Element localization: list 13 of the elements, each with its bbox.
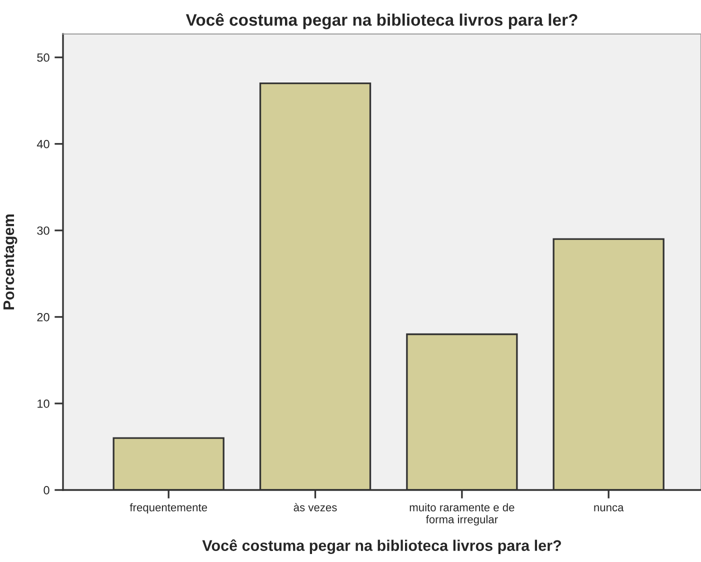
x-tick-label: nunca (594, 505, 624, 512)
chart-title: Você costuma pegar na biblioteca livros para ler? (186, 13, 578, 30)
y-axis-title: Porcentagem (3, 214, 18, 310)
y-tick-label: 30 (37, 226, 50, 235)
y-tick-label: 40 (36, 140, 50, 148)
y-tick-label: 10 (38, 400, 50, 408)
y-tick-label: 50 (37, 53, 50, 62)
x-tick-label: muito raramente e de forma irregular (410, 503, 514, 526)
y-tick-label: 20 (37, 312, 50, 322)
x-axis-title: Você costuma pegar na biblioteca livros para ler? (202, 539, 561, 554)
y-tick-label: 0 (44, 486, 50, 494)
x-tick-label: às vezes (294, 503, 337, 512)
x-tick-label: frequentemente (130, 503, 208, 514)
